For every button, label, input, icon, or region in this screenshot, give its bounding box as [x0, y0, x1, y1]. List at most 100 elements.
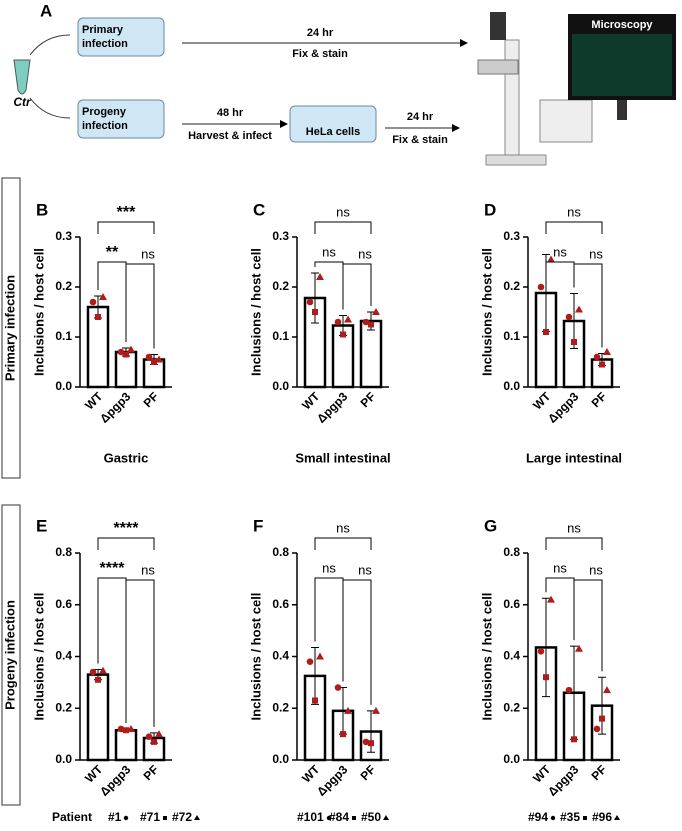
panel-letter: D [484, 200, 496, 219]
point [368, 321, 374, 328]
legend-marker [383, 815, 389, 820]
significance-label: ns [553, 560, 567, 575]
y-tick-label: 0.6 [55, 597, 72, 611]
error-bar [311, 646, 319, 705]
plate-label: infection [82, 38, 128, 50]
point [537, 283, 545, 291]
plate-label: Progeny [82, 106, 127, 118]
x-tick-label: Δpgp3 [545, 389, 581, 425]
row-label: Primary infection [2, 275, 17, 381]
x-tick-label: PF [358, 762, 379, 783]
bar [359, 319, 383, 389]
significance-bracket [125, 263, 155, 349]
point [123, 727, 129, 734]
plate [77, 17, 165, 57]
y-tick-label: 0.2 [503, 279, 520, 293]
y-tick-label: 0.2 [503, 700, 520, 714]
step-label: 48 hr [217, 107, 244, 119]
point [543, 674, 549, 681]
y-tick-label: 0.0 [503, 752, 520, 766]
step-label: Fix & stain [292, 48, 348, 60]
point [306, 298, 314, 306]
y-tick-label: 0.2 [55, 279, 72, 293]
x-tick-label: WT [82, 389, 106, 413]
x-tick-label: Δpgp3 [314, 762, 350, 798]
point [117, 348, 125, 356]
arrowhead [452, 124, 460, 132]
legend-marker [583, 816, 587, 820]
significance-bracket [545, 261, 575, 288]
point [306, 658, 314, 665]
y-axis-label: Inclusions / host cell [248, 248, 263, 376]
step-label: 24 hr [407, 111, 434, 123]
point [89, 668, 97, 676]
significance-bracket [314, 577, 344, 682]
point [362, 318, 370, 326]
y-tick-label: 0.6 [503, 597, 520, 611]
point [127, 724, 135, 732]
plate-label: infection [82, 120, 128, 132]
point [603, 348, 611, 355]
patient-id: #72 [172, 810, 192, 824]
x-axis-label: Gastric [104, 450, 149, 465]
significance-label: **** [114, 520, 140, 537]
significance-bracket [342, 579, 372, 705]
point [565, 686, 573, 694]
point [368, 740, 374, 747]
significance-label: ns [358, 246, 372, 261]
legend-marker [194, 815, 200, 820]
point [599, 361, 605, 368]
y-tick-label: 0.0 [55, 379, 72, 393]
point [334, 684, 342, 691]
x-tick-label: WT [82, 762, 106, 786]
point [99, 293, 107, 300]
arrowhead [460, 39, 468, 47]
patient-label: Patient [52, 810, 92, 824]
y-tick-label: 0.8 [503, 545, 520, 559]
significance-bracket [314, 221, 372, 234]
significance-label: ns [567, 204, 581, 219]
x-axis-label: Large intestinal [526, 450, 622, 465]
schematic: A Ctr Primary infection Progeny infectio… [13, 1, 676, 166]
point [145, 353, 153, 361]
y-tick-label: 0.3 [272, 229, 289, 243]
x-tick-label: PF [589, 389, 610, 410]
point [603, 686, 611, 694]
significance-label: ns [589, 246, 603, 261]
point [316, 652, 324, 660]
row-box [1, 504, 21, 806]
significance-label: ns [322, 244, 336, 259]
legend-marker [163, 816, 167, 820]
point [372, 308, 380, 315]
panel-letter: G [484, 516, 497, 535]
point [537, 648, 545, 655]
point [151, 359, 157, 365]
x-tick-label: PF [589, 762, 610, 783]
significance-label: ns [567, 520, 581, 535]
y-axis-label: Inclusions / host cell [479, 593, 494, 721]
x-tick-label: WT [299, 389, 323, 413]
legend-marker [123, 815, 129, 821]
y-tick-label: 0.2 [55, 700, 72, 714]
bar [114, 728, 138, 762]
point [89, 298, 97, 306]
significance-label: ** [106, 244, 119, 261]
point [155, 730, 163, 738]
y-tick-label: 0.2 [272, 700, 289, 714]
point [344, 315, 352, 323]
x-tick-label: Δpgp3 [545, 762, 581, 798]
y-tick-label: 0.4 [272, 649, 289, 663]
point [312, 309, 318, 315]
x-tick-label: Δpgp3 [97, 762, 133, 798]
panel-letter: A [40, 1, 52, 20]
point [362, 738, 370, 746]
significance-label: ns [358, 562, 372, 577]
significance-label: ns [141, 246, 155, 261]
point [593, 725, 601, 733]
patient-id: #1 [108, 810, 122, 824]
point [95, 676, 101, 683]
arrow [29, 34, 71, 56]
point [565, 313, 573, 321]
point [593, 353, 601, 361]
